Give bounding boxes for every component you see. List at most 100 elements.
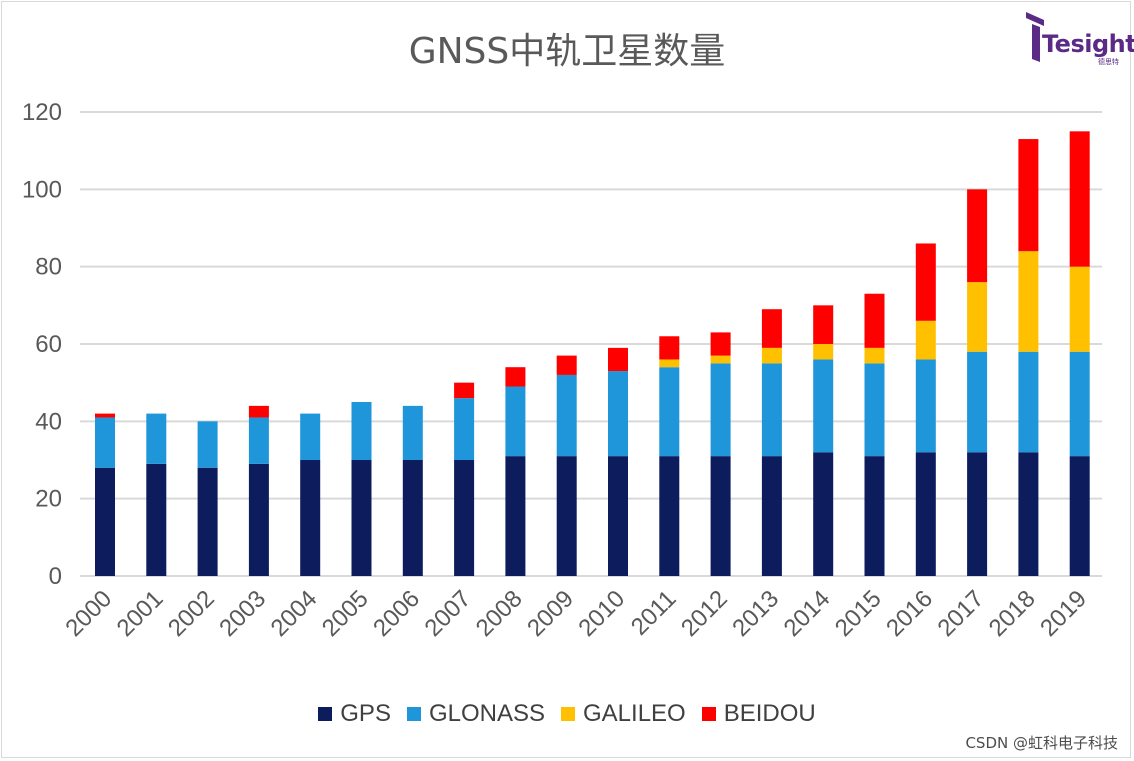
bar-gps-2000 <box>95 467 115 576</box>
x-tick-label: 2018 <box>984 585 1041 642</box>
bar-beidou-2018 <box>1018 139 1039 252</box>
x-tick-label: 2011 <box>626 585 682 641</box>
x-tick-label: 2017 <box>932 585 989 642</box>
bar-beidou-2014 <box>813 305 834 344</box>
bar-gps-2013 <box>761 456 782 576</box>
bar-beidou-2008 <box>505 367 526 387</box>
bar-glonass-2012 <box>710 363 731 457</box>
bar-beidou-2017 <box>967 189 988 283</box>
legend-item-glonass: GLONASS <box>406 700 545 728</box>
x-tick-label: 2019 <box>1035 585 1092 642</box>
legend-label: BEIDOU <box>723 700 816 727</box>
bar-glonass-2002 <box>197 421 218 468</box>
legend-label: GALILEO <box>583 700 686 727</box>
bar-glonass-2007 <box>454 398 475 460</box>
bar-glonass-2010 <box>608 371 628 457</box>
x-tick-label: 2016 <box>881 585 938 642</box>
bar-gps-2015 <box>864 456 885 576</box>
x-tick-label: 2005 <box>317 585 374 642</box>
bar-gps-2007 <box>454 460 475 576</box>
bar-beidou-2009 <box>556 355 577 375</box>
bar-galileo-2015 <box>864 347 885 364</box>
bar-galileo-2016 <box>915 320 936 360</box>
bar-glonass-2016 <box>915 359 936 453</box>
bar-beidou-2007 <box>454 382 475 399</box>
bar-galileo-2012 <box>710 355 731 364</box>
bar-gps-2004 <box>300 460 321 576</box>
bar-beidou-2010 <box>608 347 628 372</box>
x-tick-label: 2006 <box>368 585 425 642</box>
x-tick-label: 2015 <box>830 585 887 642</box>
chart-legend: GPS GLONASS GALILEO BEIDOU <box>0 700 1134 728</box>
bar-beidou-2000 <box>95 413 115 418</box>
brand-logo-text: Tesight <box>1042 30 1134 58</box>
bar-beidou-2011 <box>659 336 680 360</box>
bar-glonass-2011 <box>659 367 680 457</box>
bar-beidou-2003 <box>248 405 269 418</box>
chart-title: GNSS中轨卫星数量 <box>408 31 726 72</box>
y-tick-label: 20 <box>35 486 62 513</box>
bar-galileo-2014 <box>813 344 834 360</box>
x-tick-label: 2003 <box>214 585 271 642</box>
x-tick-label: 2007 <box>419 585 476 642</box>
bar-glonass-2001 <box>146 413 167 464</box>
bar-beidou-2013 <box>761 309 782 348</box>
bar-gps-2001 <box>146 463 167 576</box>
y-tick-label: 100 <box>22 176 62 203</box>
y-tick-label: 120 <box>22 99 62 126</box>
legend-item-beidou: BEIDOU <box>701 700 816 728</box>
bar-beidou-2016 <box>915 243 936 321</box>
bar-gps-2010 <box>608 456 628 576</box>
bar-galileo-2018 <box>1018 251 1039 352</box>
legend-label: GLONASS <box>428 700 545 727</box>
brand-logo <box>1026 12 1044 62</box>
bar-glonass-2004 <box>300 413 321 460</box>
bar-gps-2003 <box>248 463 269 576</box>
bar-glonass-2009 <box>556 374 577 457</box>
x-tick-label: 2010 <box>573 585 630 642</box>
x-tick-label: 2008 <box>471 585 528 642</box>
bar-glonass-2013 <box>761 363 782 457</box>
bar-glonass-2005 <box>351 402 372 460</box>
bar-galileo-2019 <box>1069 266 1090 352</box>
bar-gps-2009 <box>556 456 577 576</box>
x-tick-label: 2000 <box>60 585 117 642</box>
bar-gps-2008 <box>505 456 526 576</box>
bar-gps-2019 <box>1069 456 1090 576</box>
legend-swatch <box>318 707 333 721</box>
legend-swatch <box>406 707 421 721</box>
legend-item-galileo: GALILEO <box>561 700 686 728</box>
x-tick-label: 2013 <box>727 585 784 642</box>
bar-beidou-2019 <box>1069 131 1090 267</box>
bar-glonass-2000 <box>95 417 115 468</box>
bar-gps-2011 <box>659 456 680 576</box>
y-tick-label: 40 <box>35 408 62 435</box>
bar-gps-2012 <box>710 456 731 576</box>
brand-logo-subtext: 德思特 <box>1098 58 1119 66</box>
x-tick-label: 2009 <box>522 585 579 642</box>
bar-gps-2002 <box>197 467 218 576</box>
bar-gps-2016 <box>915 452 936 576</box>
bar-beidou-2015 <box>864 293 885 348</box>
x-tick-label: 2002 <box>163 585 220 642</box>
bar-gps-2018 <box>1018 452 1039 576</box>
y-tick-label: 0 <box>49 563 62 590</box>
x-tick-label: 2004 <box>266 585 323 642</box>
legend-swatch <box>701 707 716 721</box>
bar-gps-2014 <box>813 452 834 576</box>
y-tick-label: 80 <box>35 254 62 281</box>
bar-gps-2017 <box>967 452 988 576</box>
x-tick-label: 2014 <box>779 585 836 642</box>
x-tick-label: 2012 <box>676 585 733 642</box>
y-tick-label: 60 <box>35 331 62 358</box>
watermark: CSDN @虹科电子科技 <box>965 734 1118 752</box>
x-tick-label: 2001 <box>112 585 169 642</box>
bar-glonass-2019 <box>1069 351 1090 457</box>
bar-gps-2006 <box>402 460 423 576</box>
bar-glonass-2014 <box>813 359 834 453</box>
bar-galileo-2017 <box>967 282 988 352</box>
bar-gps-2005 <box>351 460 372 576</box>
legend-swatch <box>561 707 575 721</box>
legend-item-gps: GPS <box>318 700 391 728</box>
